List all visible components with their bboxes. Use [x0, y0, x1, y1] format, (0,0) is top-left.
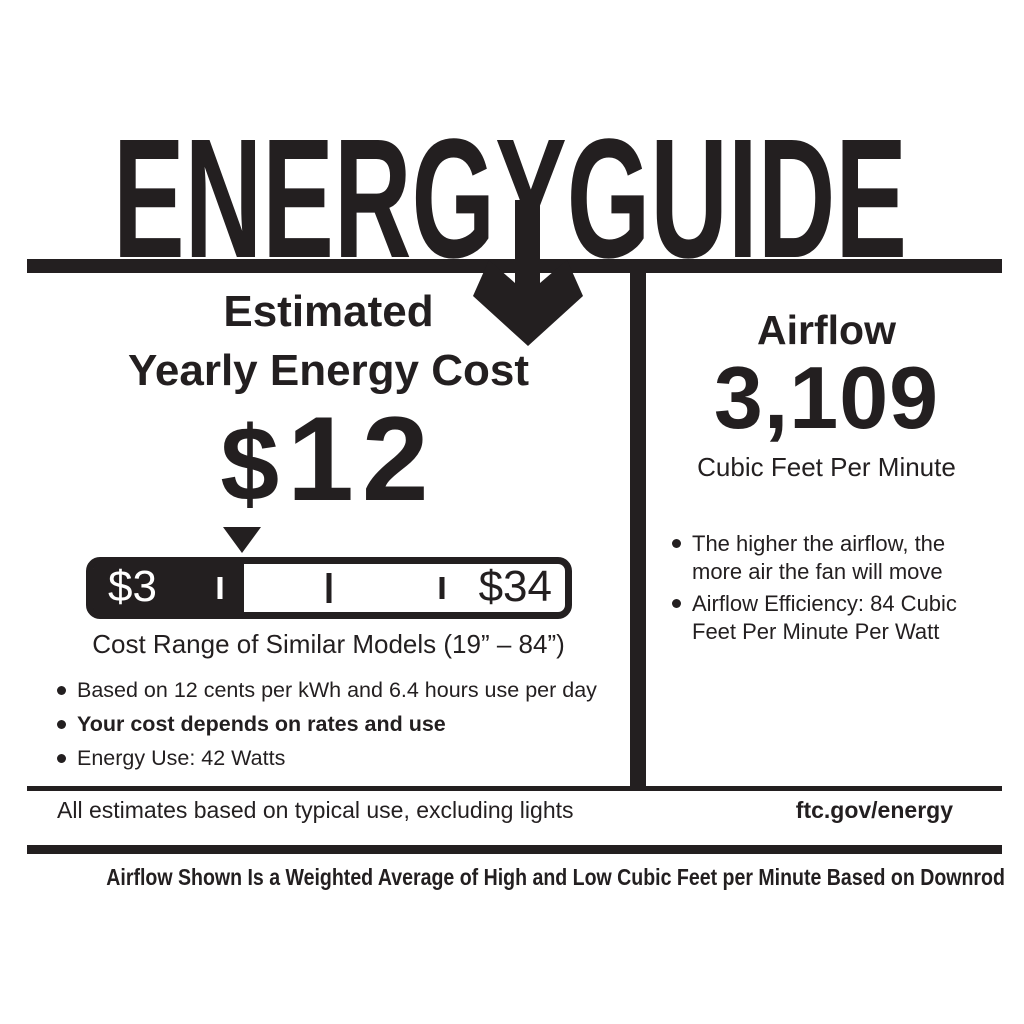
cost-range-tick [326, 573, 332, 603]
bullet-icon [57, 754, 66, 763]
list-item-text: Your cost depends on rates and use [77, 712, 446, 736]
airflow-unit: Cubic Feet Per Minute [697, 452, 956, 482]
bullet-icon [57, 686, 66, 695]
footer-note: All estimates based on typical use, excl… [57, 797, 574, 823]
bullet-icon [57, 720, 66, 729]
bullet-icon [672, 539, 681, 548]
list-item: The higher the airflow, the more air the… [672, 530, 974, 586]
cost-range-tick [217, 577, 223, 599]
cost-range-bar: $3 $34 [86, 557, 572, 619]
cost-range-caption: Cost Range of Similar Models (19” – 84”) [92, 629, 565, 659]
list-item: Based on 12 cents per kWh and 6.4 hours … [57, 676, 617, 704]
list-item: Energy Use: 42 Watts [57, 744, 617, 772]
footer-bottom-rule [27, 845, 1002, 854]
cost-range-max-label: $34 [478, 562, 552, 612]
cost-range-min-label: $3 [108, 562, 157, 612]
list-item-text: Airflow Efficiency: 84 Cubic Feet Per Mi… [692, 591, 957, 644]
estimated-heading-line1: Estimated [223, 287, 434, 336]
estimated-heading-line2: Yearly Energy Cost [127, 346, 530, 395]
panel-divider [630, 266, 646, 791]
cost-marker-arrow-icon [222, 527, 261, 553]
list-item-text: Energy Use: 42 Watts [77, 746, 286, 770]
downrod-disclaimer-text: Airflow Shown Is a Weighted Average of H… [106, 864, 1005, 890]
list-item-text: Based on 12 cents per kWh and 6.4 hours … [77, 678, 597, 702]
cost-range-tick [439, 577, 445, 599]
list-item: Your cost depends on rates and use [57, 710, 617, 738]
list-item: Airflow Efficiency: 84 Cubic Feet Per Mi… [672, 590, 974, 646]
yearly-cost-value: $12 [220, 392, 437, 526]
header-rule [27, 259, 1002, 273]
airflow-heading: Airflow [757, 307, 896, 353]
airflow-panel: Airflow 3,109 Cubic Feet Per Minute The … [651, 272, 1002, 786]
list-item-text: The higher the airflow, the more air the… [692, 531, 946, 584]
bullet-icon [672, 599, 681, 608]
footer-top-rule [27, 786, 1002, 791]
estimated-cost-panel: Estimated Yearly Energy Cost $12 $3 $34 … [27, 272, 630, 786]
airflow-value: 3,109 [713, 348, 940, 447]
airflow-notes-list: The higher the airflow, the more air the… [672, 530, 974, 650]
ftc-url: ftc.gov/energy [795, 797, 953, 823]
downrod-disclaimer: Airflow Shown Is a Weighted Average of H… [27, 864, 1005, 891]
cost-notes-list: Based on 12 cents per kWh and 6.4 hours … [57, 676, 617, 778]
